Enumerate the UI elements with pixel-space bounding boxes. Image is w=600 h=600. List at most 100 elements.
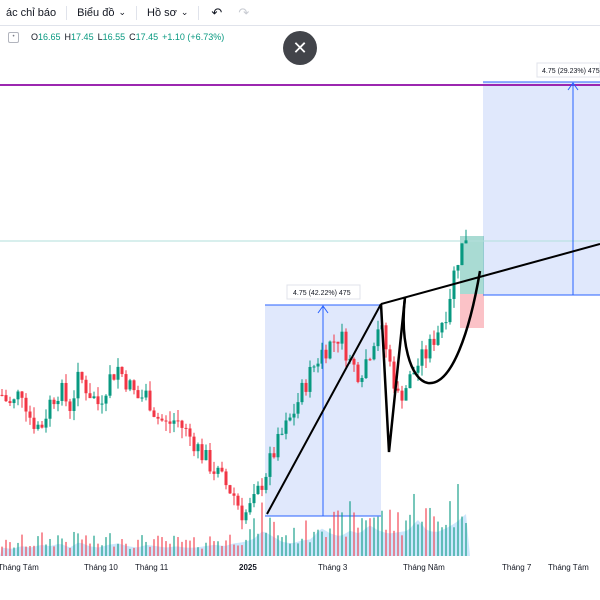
candle-body <box>424 349 428 359</box>
volume-bar <box>149 546 151 556</box>
candle-body <box>232 493 236 496</box>
volume-bar <box>173 535 175 556</box>
candle-body <box>408 374 412 389</box>
indicators-button[interactable]: ác chỉ báo <box>0 0 62 25</box>
low-key: L <box>97 32 103 42</box>
candle-body <box>44 418 48 428</box>
spike-drawing[interactable] <box>379 296 407 453</box>
volume-bar <box>157 535 159 556</box>
volume-bar <box>165 541 167 556</box>
candle-body <box>164 420 168 422</box>
candle-body <box>320 349 324 364</box>
volume-bar <box>213 541 215 556</box>
candle-body <box>292 413 296 418</box>
volume-bar <box>245 539 247 556</box>
candle-body <box>104 395 108 404</box>
indicators-label: ác chỉ báo <box>6 6 57 19</box>
redo-icon[interactable]: ↷ <box>238 4 250 20</box>
visibility-toggle-icon[interactable]: • <box>8 31 19 43</box>
candle-body <box>96 396 100 405</box>
candle-body <box>116 366 120 380</box>
resistance-trend-line[interactable] <box>380 243 600 305</box>
volume-bar <box>197 547 199 556</box>
volume-bar <box>181 541 183 556</box>
volume-bar <box>257 533 259 556</box>
candle-body <box>304 382 308 392</box>
time-axis-label: 2025 <box>239 563 257 572</box>
candle-body <box>336 341 340 344</box>
time-axis-label: Tháng 3 <box>318 563 348 572</box>
volume-bar <box>105 537 107 556</box>
candle-body <box>184 427 188 429</box>
candle-body <box>52 399 56 405</box>
volume-bar <box>301 538 303 556</box>
volume-bar <box>349 501 351 556</box>
chart-type-dropdown[interactable]: Biểu đồ ⌄ <box>71 0 132 25</box>
candle-body <box>28 411 32 418</box>
candles <box>0 229 468 530</box>
candle-body <box>448 298 452 323</box>
change-value: +1.10 (+6.73%) <box>162 32 225 42</box>
volume-bar <box>393 530 395 556</box>
volume-bar <box>265 532 267 556</box>
high-key: H <box>64 32 72 42</box>
time-axis-label: Tháng Năm <box>403 563 445 572</box>
candle-body <box>180 420 184 428</box>
volume-bar <box>277 535 279 556</box>
volume-bar <box>445 524 447 556</box>
candle-body <box>264 476 268 490</box>
close-value: 17.45 <box>135 32 159 42</box>
candle-body <box>72 398 76 411</box>
volume-bar <box>325 537 327 556</box>
ohlc-legend: • O 16.65 H 17.45 L 16.55 C 17.45 +1.10 (+6.… <box>8 30 228 44</box>
candle-body <box>376 329 380 347</box>
candle-body <box>24 397 28 412</box>
long-position-profit-zone[interactable] <box>460 236 484 294</box>
rising-trend-line[interactable] <box>266 303 382 515</box>
candle-body <box>360 378 364 382</box>
candle-body <box>128 380 132 390</box>
volume-bar <box>433 516 435 556</box>
volume-bar <box>25 546 27 556</box>
volume-bar <box>33 545 35 556</box>
volume-bar <box>41 532 43 556</box>
volume-bar <box>397 512 399 556</box>
candle-body <box>8 401 12 404</box>
candle-body <box>396 388 400 391</box>
candle-body <box>120 366 124 375</box>
candle-body <box>152 410 156 417</box>
volume-bars <box>1 484 467 556</box>
candle-body <box>220 467 224 472</box>
toolbar-divider <box>198 5 200 20</box>
candle-body <box>112 374 116 380</box>
volume-bar <box>185 539 187 556</box>
volume-bar <box>337 510 339 556</box>
volume-bar <box>37 536 39 556</box>
measure-range-2[interactable] <box>483 82 600 295</box>
candle-body <box>248 503 252 513</box>
profile-label: Hồ sơ <box>147 6 177 19</box>
candle-body <box>276 433 280 458</box>
volume-bar <box>85 535 87 556</box>
volume-bar <box>233 544 235 556</box>
volume-bar <box>21 534 23 556</box>
candle-body <box>244 512 248 521</box>
candle-body <box>216 467 220 474</box>
volume-bar <box>69 547 71 556</box>
candle-body <box>368 359 372 361</box>
volume-bar <box>13 547 15 556</box>
volume-bar <box>345 536 347 556</box>
candle-body <box>268 453 272 477</box>
volume-bar <box>221 545 223 556</box>
candle-body <box>456 265 460 271</box>
cup-curve-drawing[interactable] <box>402 270 482 385</box>
undo-icon[interactable]: ↶ <box>211 4 223 20</box>
profile-dropdown[interactable]: Hồ sơ ⌄ <box>141 0 194 25</box>
volume-bar <box>109 533 111 556</box>
volume-bar <box>65 541 67 556</box>
candle-body <box>136 390 140 399</box>
volume-bar <box>137 539 139 556</box>
volume-bar <box>229 534 231 556</box>
close-icon[interactable]: ✕ <box>283 31 317 65</box>
